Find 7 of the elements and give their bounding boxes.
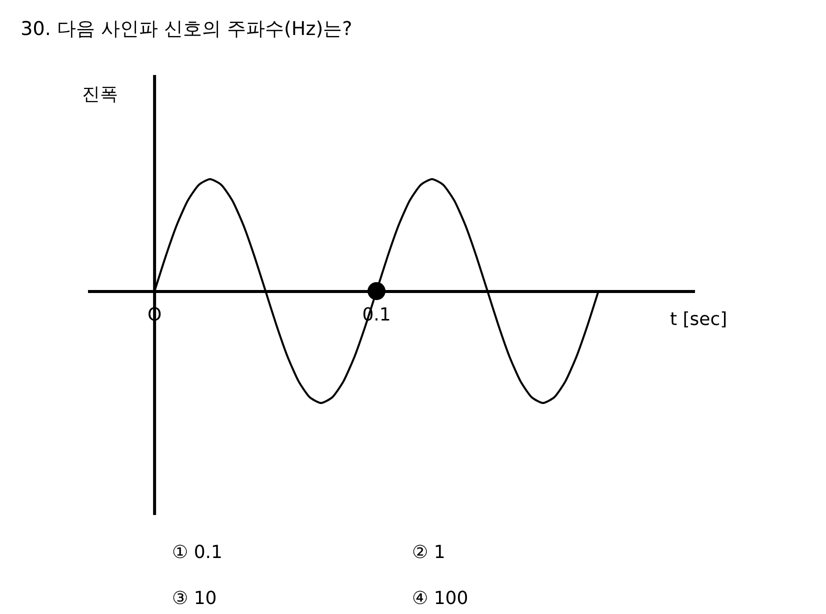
x-axis-title: t [sec]: [670, 309, 728, 330]
text: ② 1: [412, 542, 446, 563]
y-axis-title: 진폭: [82, 84, 118, 105]
text: ① 0.1: [172, 542, 222, 563]
chart-title: 30. 다음 사인파 신호의 주파수(Hz)는?: [20, 18, 352, 40]
text: ④ 100: [412, 588, 468, 609]
text: ③ 10: [172, 588, 217, 609]
